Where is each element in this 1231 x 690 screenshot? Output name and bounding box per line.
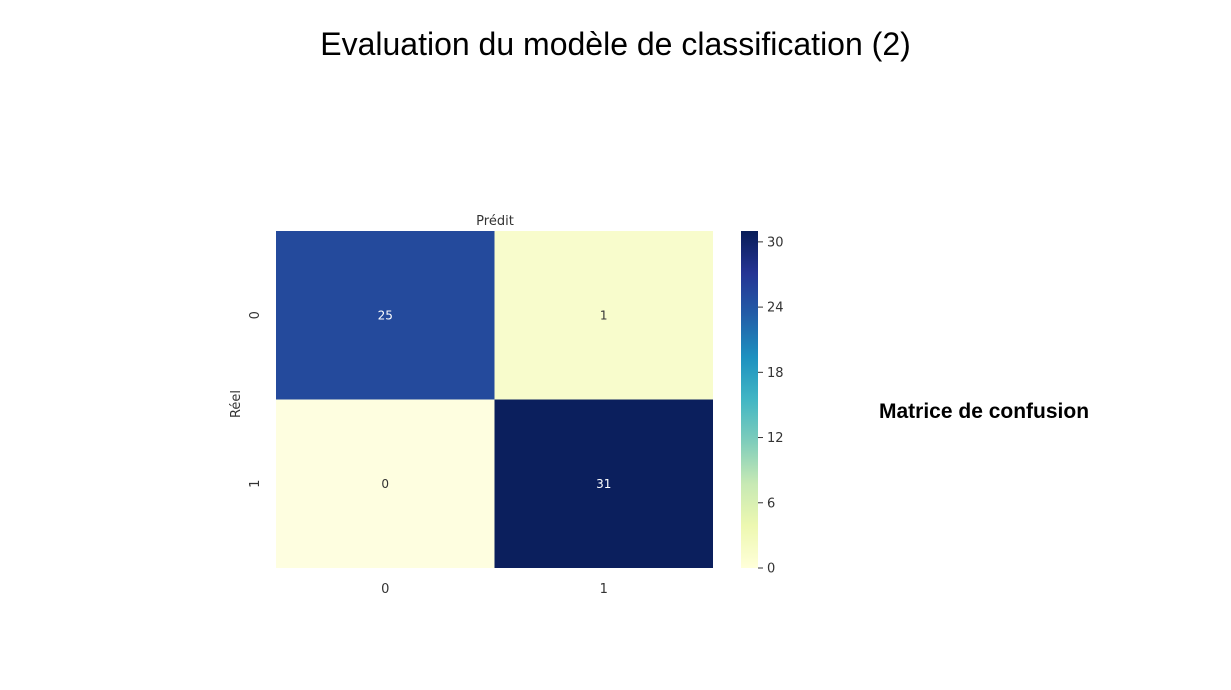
colorbar-ticks: 0 6 12 18 24 30 bbox=[758, 235, 784, 577]
chart-caption: Matrice de confusion bbox=[879, 400, 1090, 423]
colorbar-tick-label: 6 bbox=[767, 496, 775, 511]
heatmap-cells: 25 1 0 31 bbox=[276, 231, 713, 568]
heatmap-ticks: 0 1 0 1 bbox=[248, 311, 608, 597]
x-tick-label: 1 bbox=[600, 582, 608, 597]
colorbar-tick-label: 12 bbox=[767, 431, 784, 446]
cell-value-label: 25 bbox=[378, 308, 393, 322]
x-tick-label: 0 bbox=[381, 582, 389, 597]
slide-title: Evaluation du modèle de classification (… bbox=[320, 26, 911, 62]
cell-value-label: 31 bbox=[596, 477, 611, 491]
y-tick-label: 0 bbox=[248, 311, 263, 319]
heatmap-cell-1-1 bbox=[494, 399, 713, 568]
colorbar-tick-label: 0 bbox=[767, 562, 775, 577]
heatmap-cell-1-0 bbox=[276, 399, 495, 568]
heatmap-cell-0-0 bbox=[276, 231, 495, 400]
colorbar-tick-label: 30 bbox=[767, 235, 784, 250]
cell-value-label: 1 bbox=[600, 308, 608, 322]
cell-value-label: 0 bbox=[381, 477, 389, 491]
y-tick-label: 1 bbox=[248, 480, 263, 488]
x-axis-label: Prédit bbox=[476, 214, 514, 229]
heatmap-cell-0-1 bbox=[494, 231, 713, 400]
colorbar-tick-label: 18 bbox=[767, 366, 784, 381]
colorbar bbox=[741, 231, 758, 568]
colorbar-tick-label: 24 bbox=[767, 301, 784, 316]
y-axis-label: Réel bbox=[229, 390, 244, 418]
